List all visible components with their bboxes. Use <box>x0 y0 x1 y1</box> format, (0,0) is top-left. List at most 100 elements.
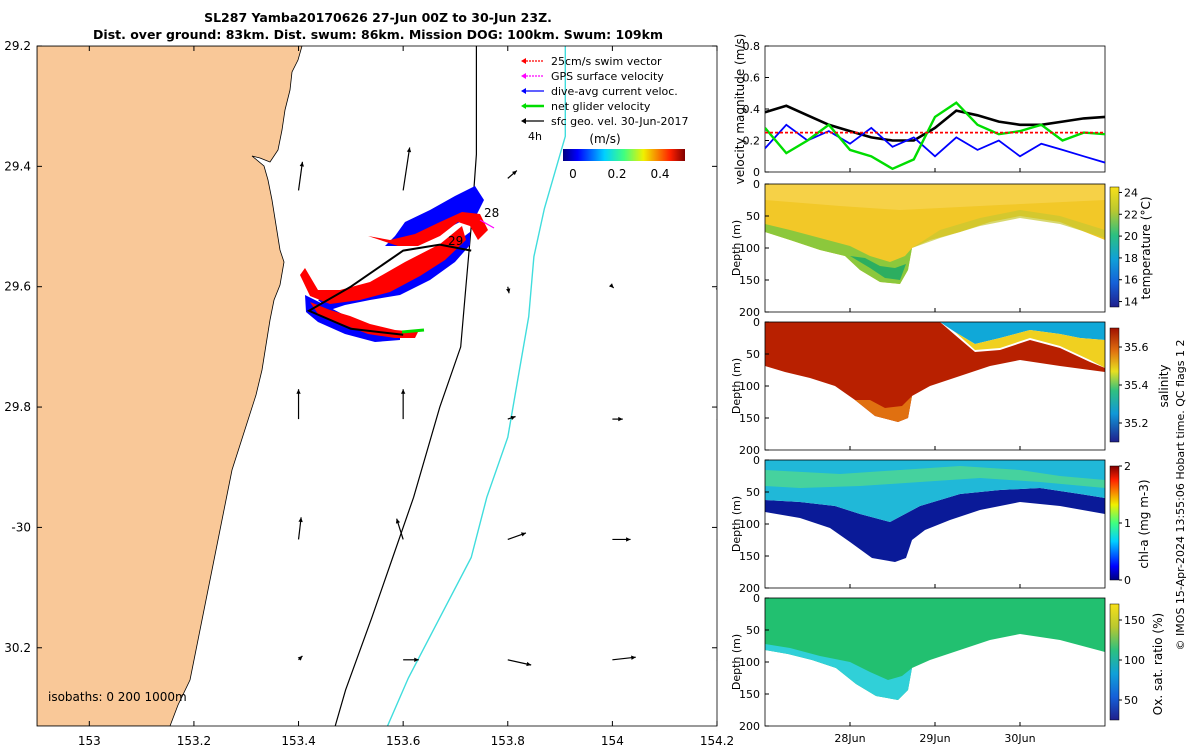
velocity-series-1 <box>765 123 1105 164</box>
surface-vector-9 <box>608 283 615 289</box>
legend-entry-4: sfc geo. vel. 30-Jun-2017 <box>521 115 688 128</box>
salinity-ylabel: Depth (m) <box>730 358 743 414</box>
map-title-line2: Dist. over ground: 83km. Dist. swum: 86k… <box>93 27 663 42</box>
temperature-ytick-1: 50 <box>746 210 760 223</box>
salinity-deep-core <box>855 396 912 422</box>
surface-velocity-vectors <box>296 147 717 667</box>
map-xtick-4: 153.8 <box>491 734 525 748</box>
legend-entry-1: GPS surface velocity <box>521 70 664 83</box>
salinity-section: 0 50 100 150 200 Depth (m) 35.6 35.4 35.2 salini… <box>730 316 1171 457</box>
map-xtick-2: 153.4 <box>281 734 315 748</box>
surface-vector-4 <box>400 389 406 420</box>
map-ytick-0: 29.2 <box>4 39 31 53</box>
glider-track-line <box>306 243 472 336</box>
map-xtick-0: 153 <box>78 734 101 748</box>
surface-vector-2 <box>507 170 518 179</box>
colorbar-tick-0: 0 <box>569 167 577 181</box>
current-vector-band <box>385 186 484 246</box>
surface-vector-0 <box>297 161 304 191</box>
oxygen-colorbar <box>1109 603 1120 721</box>
chlorophyll-ytick-4: 200 <box>739 582 760 595</box>
velocity-axes <box>764 45 1106 173</box>
map-ytick-3: 29.8 <box>4 400 31 414</box>
map-panel: 28 29 25cm/s swim vector GPS surface velo… <box>4 39 734 748</box>
oxygen-ytick-0: 0 <box>753 592 760 605</box>
legend-label-1: GPS surface velocity <box>551 70 664 83</box>
oxygen-ctick-0: 150 <box>1124 614 1145 627</box>
temperature-cbar-label: temperature (°C) <box>1139 197 1153 300</box>
legend-label-4: sfc geo. vel. 30-Jun-2017 <box>551 115 688 128</box>
oxygen-ctick-2: 50 <box>1124 694 1138 707</box>
velocity-series-0 <box>765 104 1105 142</box>
chlorophyll-ytick-3: 150 <box>739 550 760 563</box>
chlorophyll-cbar-label: chl-a (mg m-3) <box>1137 479 1151 568</box>
legend-entry-2: dive-avg current veloc. <box>521 85 678 98</box>
map-xtick-3: 153.6 <box>386 734 420 748</box>
chlorophyll-deep <box>765 488 1105 562</box>
oxygen-ylabel: Depth (m) <box>730 634 743 690</box>
temperature-ctick-1: 22 <box>1124 208 1138 221</box>
map-axis-ticks: 153 153.2 153.4 153.6 153.8 154 154.229.229.42… <box>4 39 734 748</box>
temperature-ctick-2: 20 <box>1124 230 1138 243</box>
surface-vector-20 <box>297 655 303 661</box>
velocity-series <box>765 101 1105 171</box>
temperature-colorbar <box>1109 186 1120 308</box>
temperature-ctick-5: 14 <box>1124 296 1138 309</box>
temperature-cold-tongue <box>850 256 906 280</box>
day-label-29: 29 <box>448 234 463 248</box>
surface-vector-12 <box>395 518 404 540</box>
chlorophyll-ctick-2: 0 <box>1124 574 1131 587</box>
velocity-series-2 <box>765 101 1105 171</box>
temperature-ytick-0: 0 <box>753 178 760 191</box>
map-xtick-6: 154.2 <box>700 734 734 748</box>
legend-entry-0: 25cm/s swim vector <box>521 55 662 68</box>
surface-vector-19 <box>403 657 419 662</box>
chlorophyll-colorbar <box>1109 465 1120 581</box>
speed-colorbar <box>563 149 685 161</box>
chlorophyll-ctick-1: 1 <box>1124 517 1131 530</box>
surface-vector-3 <box>296 389 301 420</box>
legend-label-3: net glider velocity <box>551 100 651 113</box>
credit-label: © IMOS 15-Apr-2024 13:55:06 Hobart time.… <box>1174 340 1187 651</box>
salinity-ytick-1: 50 <box>746 348 760 361</box>
map-title-line1: SL287 Yamba20170626 27-Jun 00Z to 30-Jun… <box>204 10 552 25</box>
temperature-section: 0 50 100 150 200 Depth (m) 24 22 20 18 16 14 temper… <box>730 178 1153 319</box>
temperature-warm-layer <box>765 184 1105 210</box>
chlorophyll-ytick-1: 50 <box>746 486 760 499</box>
map-ytick-4: -30 <box>11 520 31 534</box>
temperature-ytick-3: 150 <box>739 274 760 287</box>
isobath-1000m <box>386 46 566 726</box>
surface-vector-5 <box>507 415 516 420</box>
salinity-cbar-label: salinity <box>1157 364 1171 407</box>
map-frame <box>36 45 718 727</box>
salinity-ctick-2: 35.2 <box>1124 417 1149 430</box>
section-xtick-1: 29Jun <box>919 732 950 745</box>
salinity-ctick-1: 35.4 <box>1124 379 1149 392</box>
map-ytick-5: 30.2 <box>4 641 31 655</box>
oxygen-ytick-4: 200 <box>739 720 760 733</box>
surface-vector-14 <box>612 537 631 542</box>
surface-vector-7 <box>716 419 717 421</box>
colorbar-tick-1: 0.2 <box>607 167 626 181</box>
legend-entry-3: net glider velocity <box>521 100 651 113</box>
swim-vector-band <box>368 212 488 246</box>
day-label-28: 28 <box>484 206 499 220</box>
surface-vector-17 <box>612 655 636 661</box>
temperature-mixed-layer <box>912 210 1105 248</box>
map-xtick-5: 154 <box>601 734 624 748</box>
map-legend: 25cm/s swim vector GPS surface velocity di… <box>521 55 688 128</box>
salinity-colorbar <box>1109 327 1120 443</box>
map-xtick-1: 153.2 <box>177 734 211 748</box>
oxygen-ytick-1: 50 <box>746 624 760 637</box>
glider-track-group <box>300 186 495 342</box>
velocity-ytick-2: 0.4 <box>743 103 761 116</box>
oxygen-ytick-3: 150 <box>739 688 760 701</box>
salinity-ctick-0: 35.6 <box>1124 341 1149 354</box>
salinity-fresh-surface <box>940 322 1105 344</box>
temperature-ylabel: Depth (m) <box>730 220 743 276</box>
temperature-ctick-4: 16 <box>1124 274 1138 287</box>
surface-vector-1 <box>402 147 412 191</box>
velocity-panel: 0 0.2 0.4 0.6 0.8 velocity magnitude (m/s) <box>733 34 1106 184</box>
